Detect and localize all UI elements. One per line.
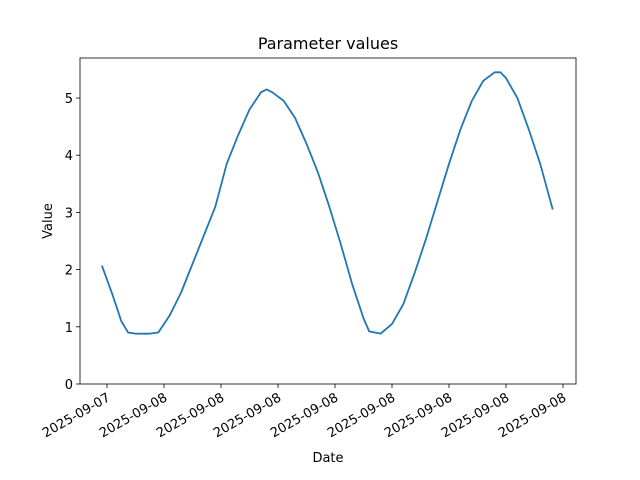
chart-title: Parameter values: [258, 34, 398, 53]
y-tick-label: 0: [65, 378, 73, 393]
y-tick-label: 5: [65, 92, 73, 107]
y-tick-label: 2: [65, 264, 73, 279]
y-tick-label: 1: [65, 321, 73, 336]
y-tick-label: 4: [65, 149, 73, 164]
data-line: [101, 71, 554, 335]
x-axis-label: Date: [312, 451, 343, 466]
y-axis-label: Value: [41, 203, 56, 239]
y-tick-label: 3: [65, 206, 73, 221]
plot-frame: [79, 57, 577, 385]
